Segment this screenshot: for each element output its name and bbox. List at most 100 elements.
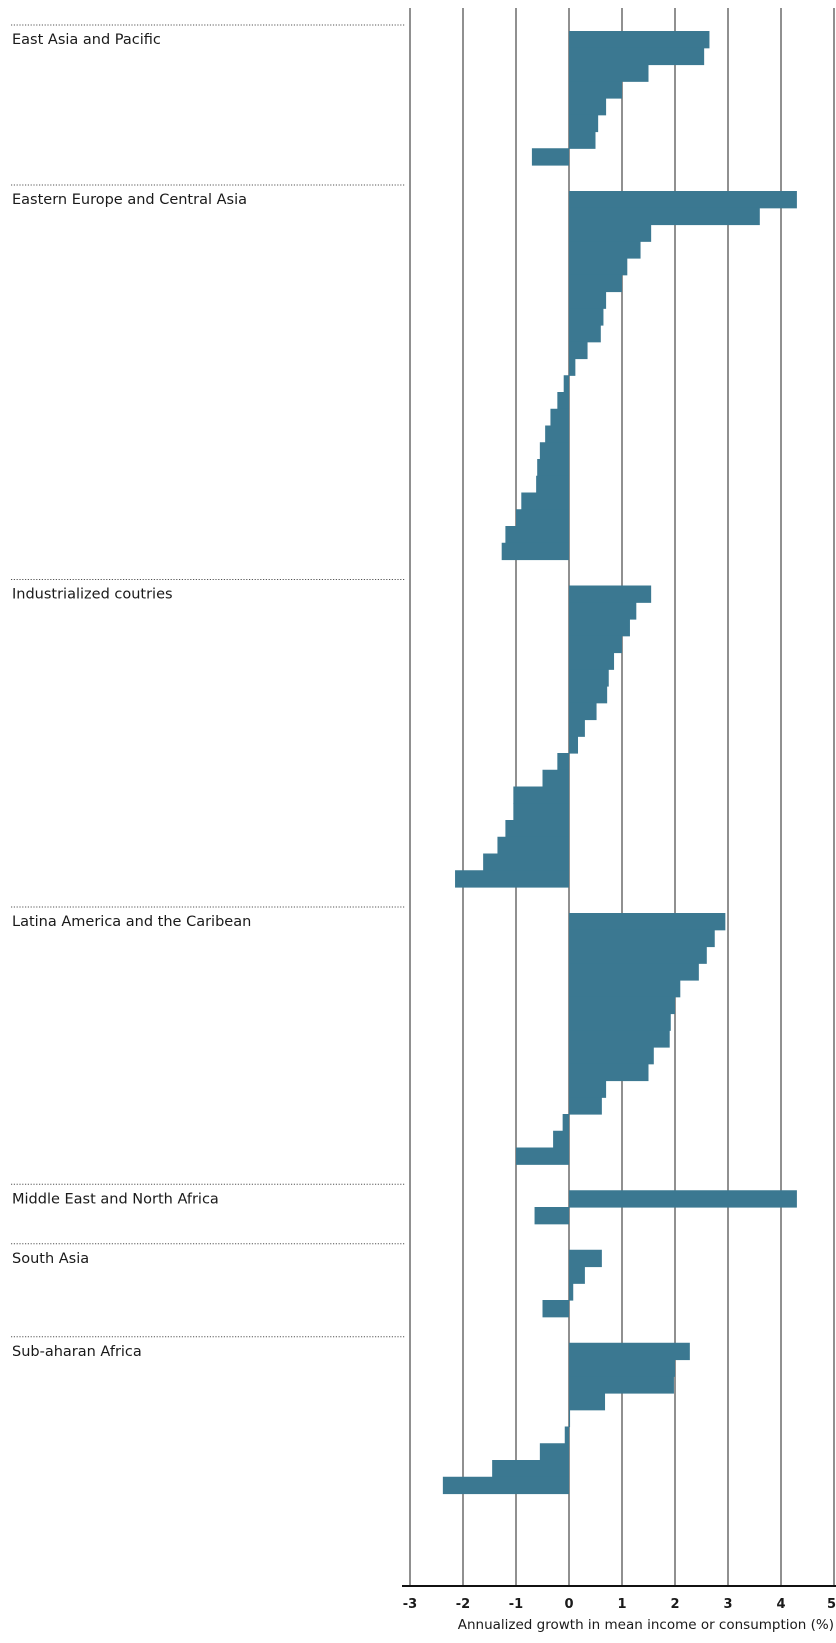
x-tick-label: -1 xyxy=(509,1597,523,1612)
bar xyxy=(569,669,609,687)
bar xyxy=(516,1147,569,1165)
bar xyxy=(497,836,569,855)
bar xyxy=(557,392,569,410)
bar xyxy=(569,1190,797,1208)
bar xyxy=(545,425,569,443)
bar xyxy=(537,459,569,477)
bar xyxy=(569,1080,607,1098)
bar xyxy=(569,64,649,82)
region-label: Eastern Europe and Central Asia xyxy=(12,192,247,208)
bar xyxy=(569,47,705,66)
bar xyxy=(569,191,797,209)
bar xyxy=(505,820,569,838)
bar xyxy=(569,1266,585,1284)
bar xyxy=(569,946,707,964)
bar xyxy=(569,719,585,737)
bar xyxy=(569,358,576,376)
region-label: Latina America and the Caribean xyxy=(12,914,251,930)
bar xyxy=(569,1393,606,1411)
region-label: East Asia and Pacific xyxy=(12,32,161,48)
bar xyxy=(513,786,569,804)
bar xyxy=(569,913,726,931)
region-label: South Asia xyxy=(12,1251,89,1267)
region-label: Middle East and North Africa xyxy=(12,1191,219,1207)
bar xyxy=(569,308,604,326)
bar xyxy=(513,803,569,821)
bar xyxy=(442,1476,569,1495)
bar xyxy=(569,291,607,309)
bar xyxy=(553,1130,569,1149)
bar xyxy=(569,686,608,704)
bar xyxy=(569,341,588,360)
bar xyxy=(569,619,630,637)
bar xyxy=(569,635,622,654)
bar xyxy=(521,492,569,510)
bar xyxy=(569,241,641,259)
bar xyxy=(569,1376,674,1394)
x-tick-label: 0 xyxy=(564,1597,573,1612)
bar xyxy=(542,769,569,788)
bar xyxy=(501,542,569,561)
bar xyxy=(569,1063,649,1082)
bar xyxy=(483,853,569,871)
x-tick-label: -3 xyxy=(403,1597,417,1612)
bar xyxy=(569,996,675,1015)
bar xyxy=(569,1047,654,1065)
bar xyxy=(569,1030,670,1048)
bar xyxy=(569,207,760,226)
bar xyxy=(569,1409,571,1428)
bar xyxy=(569,1342,690,1361)
x-axis-title: Annualized growth in mean income or cons… xyxy=(458,1617,834,1633)
bar xyxy=(569,258,628,276)
bar xyxy=(569,929,715,948)
bar xyxy=(557,753,569,771)
bar xyxy=(569,81,622,99)
bar xyxy=(569,325,601,343)
bar xyxy=(550,408,569,427)
bar xyxy=(539,442,569,460)
bar xyxy=(569,1013,671,1031)
region-labels: East Asia and Pacific Eastern Europe and … xyxy=(12,32,251,1360)
bar xyxy=(569,652,615,670)
bar xyxy=(569,1249,602,1268)
bar xyxy=(569,1359,675,1377)
x-tick-label: 2 xyxy=(670,1597,679,1612)
region-separators xyxy=(11,24,405,1338)
bar xyxy=(492,1460,569,1478)
bar xyxy=(531,148,569,166)
bar xyxy=(534,1207,569,1225)
x-tick-label: 5 xyxy=(827,1597,836,1612)
bar xyxy=(564,1426,569,1444)
region-label: Sub-aharan Africa xyxy=(12,1344,142,1360)
x-tick-label: 4 xyxy=(776,1597,785,1612)
bar xyxy=(455,870,569,888)
bar xyxy=(569,274,622,293)
bar xyxy=(516,509,569,527)
x-tick-label: -2 xyxy=(456,1597,470,1612)
bar xyxy=(569,1283,574,1301)
bar xyxy=(569,114,599,133)
region-label: Industrialized coutries xyxy=(12,587,173,603)
x-tick-label: 3 xyxy=(723,1597,732,1612)
bar xyxy=(569,131,596,149)
bar xyxy=(569,585,652,603)
bar xyxy=(536,475,569,494)
bar xyxy=(569,31,710,49)
x-tick-label: 1 xyxy=(617,1597,626,1612)
bar xyxy=(505,526,569,544)
bar xyxy=(569,602,637,620)
bar xyxy=(539,1443,569,1461)
bar xyxy=(569,702,597,721)
bar xyxy=(569,963,699,981)
bar xyxy=(569,736,579,754)
x-axis: -3 -2 -1 0 1 2 3 4 5 Annualized growth in mean in… xyxy=(402,1585,836,1633)
bar xyxy=(542,1300,569,1318)
bar xyxy=(569,224,652,242)
bar xyxy=(569,98,607,116)
bar xyxy=(569,1097,602,1115)
bars xyxy=(442,31,797,1495)
bar xyxy=(563,375,569,393)
bar xyxy=(569,980,681,998)
bar xyxy=(562,1114,569,1132)
